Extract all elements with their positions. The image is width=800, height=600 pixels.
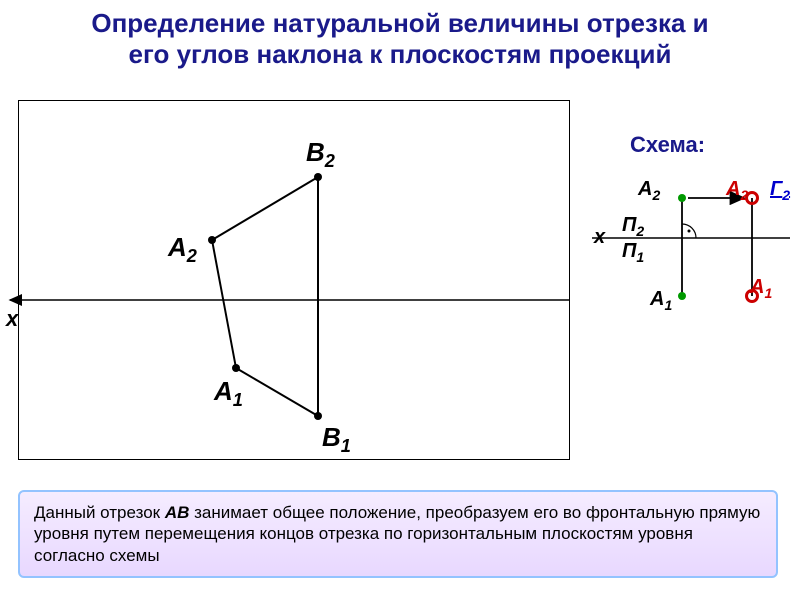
scheme-point-pA1 (678, 292, 686, 300)
point-label-A1: A1 (214, 376, 243, 411)
scheme-label-G2: Г2 (770, 178, 790, 203)
x-axis-label: x (6, 306, 18, 332)
scheme-x-label: x (594, 226, 605, 249)
scheme-label-A2: A2 (638, 178, 660, 203)
scheme-point-pA2 (678, 194, 686, 202)
scheme-label-P1: П1 (622, 240, 644, 265)
point-A1 (232, 364, 240, 372)
scheme-label-A1: A1 (650, 288, 672, 313)
scheme-label-A1r: A1 (750, 276, 772, 301)
point-label-A2: A2 (168, 232, 197, 267)
point-label-B2: B2 (306, 137, 335, 172)
scheme-label-A2r: A2 (726, 178, 748, 203)
point-B1 (314, 412, 322, 420)
caption-box: Данный отрезок АВ занимает общее положен… (18, 490, 778, 578)
point-label-B1: B1 (322, 422, 351, 457)
scheme-label-P2: П2 (622, 214, 644, 239)
point-A2 (208, 236, 216, 244)
point-B2 (314, 173, 322, 181)
